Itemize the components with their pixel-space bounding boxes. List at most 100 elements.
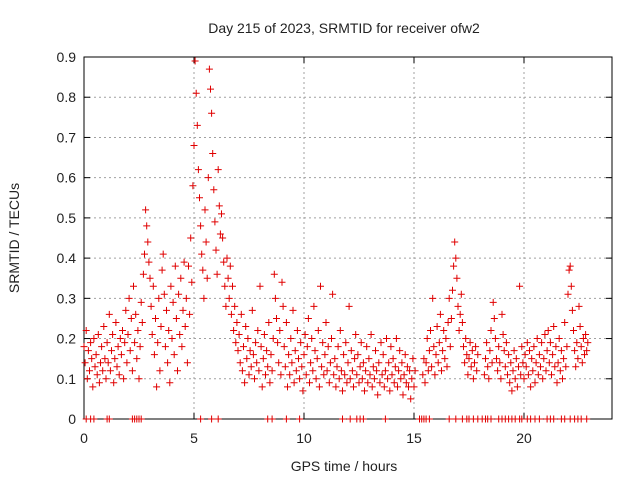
data-point xyxy=(497,375,505,383)
x-axis-ticks: 0 5 10 15 20 xyxy=(80,57,532,446)
data-point xyxy=(208,415,216,423)
data-point xyxy=(545,359,553,367)
data-point xyxy=(500,347,508,355)
data-point xyxy=(373,367,381,375)
data-point xyxy=(137,415,145,423)
data-point xyxy=(179,306,187,314)
data-point xyxy=(541,331,549,339)
data-point xyxy=(97,359,104,367)
data-point xyxy=(480,371,488,379)
data-point xyxy=(209,150,217,158)
data-point xyxy=(568,306,576,314)
data-point xyxy=(230,327,238,335)
data-point xyxy=(430,343,438,351)
data-point xyxy=(583,415,591,423)
data-point xyxy=(466,339,474,347)
data-point xyxy=(277,371,285,379)
data-point xyxy=(291,347,299,355)
data-point xyxy=(187,234,195,242)
data-point xyxy=(571,347,579,355)
data-point xyxy=(313,355,321,363)
data-point xyxy=(384,375,392,383)
data-point xyxy=(442,335,450,343)
data-point xyxy=(270,270,278,278)
data-point xyxy=(280,343,288,351)
data-point xyxy=(153,383,161,391)
y-axis-ticks: 0 0.1 0.2 0.3 0.4 0.5 0.6 0.7 0.8 0.9 xyxy=(57,49,612,427)
data-point xyxy=(513,383,521,391)
data-point xyxy=(319,339,327,347)
data-point xyxy=(99,367,107,375)
data-point xyxy=(419,371,427,379)
data-point xyxy=(267,351,275,359)
data-point xyxy=(274,339,282,347)
data-point xyxy=(163,306,170,314)
data-point xyxy=(499,331,507,339)
data-point xyxy=(197,415,205,423)
data-point xyxy=(550,415,558,423)
data-point xyxy=(361,387,368,395)
x-tick-label: 10 xyxy=(296,430,312,446)
data-point xyxy=(362,367,370,375)
data-point xyxy=(553,379,561,387)
data-point xyxy=(355,379,363,387)
data-point xyxy=(117,351,125,359)
data-point xyxy=(119,327,126,335)
data-point xyxy=(467,363,475,371)
data-point xyxy=(367,331,375,339)
data-point xyxy=(231,302,239,310)
data-point xyxy=(344,359,352,367)
data-point xyxy=(218,210,225,218)
data-point xyxy=(502,339,510,347)
data-point xyxy=(451,238,459,246)
data-point xyxy=(161,343,169,351)
data-point xyxy=(460,343,467,351)
data-point xyxy=(439,347,447,355)
data-point xyxy=(353,371,361,379)
data-point xyxy=(298,363,306,371)
data-point xyxy=(194,166,202,174)
data-point xyxy=(577,343,585,351)
data-point xyxy=(240,343,247,351)
data-point xyxy=(137,298,145,306)
data-point xyxy=(326,359,334,367)
data-point xyxy=(120,375,128,383)
data-point xyxy=(325,379,333,387)
data-point xyxy=(245,371,253,379)
data-point xyxy=(310,302,318,310)
data-point xyxy=(317,282,324,290)
data-point xyxy=(87,339,95,347)
data-point xyxy=(491,335,499,343)
data-point xyxy=(443,363,451,371)
data-point xyxy=(126,347,134,355)
data-point xyxy=(205,65,213,73)
data-point xyxy=(527,383,535,391)
data-point xyxy=(186,310,194,318)
data-point xyxy=(101,355,109,363)
data-point xyxy=(306,379,313,387)
data-point xyxy=(402,379,410,387)
data-point xyxy=(557,347,565,355)
data-point xyxy=(505,351,513,359)
data-point xyxy=(200,294,208,302)
data-point xyxy=(401,351,409,359)
data-point xyxy=(141,250,148,258)
data-point xyxy=(520,375,528,383)
data-point xyxy=(403,363,411,371)
data-point xyxy=(223,254,231,262)
data-point xyxy=(517,371,525,379)
data-point xyxy=(582,331,590,339)
data-point xyxy=(224,274,232,282)
data-point xyxy=(452,415,460,423)
data-point xyxy=(191,57,199,65)
x-tick-label: 15 xyxy=(406,430,422,446)
data-point xyxy=(125,294,133,302)
data-point xyxy=(572,363,580,371)
data-point xyxy=(488,359,496,367)
data-point xyxy=(322,318,330,326)
data-point xyxy=(269,335,277,343)
data-point xyxy=(318,363,326,371)
data-point xyxy=(238,367,246,375)
data-point xyxy=(453,274,461,282)
data-point xyxy=(369,363,377,371)
